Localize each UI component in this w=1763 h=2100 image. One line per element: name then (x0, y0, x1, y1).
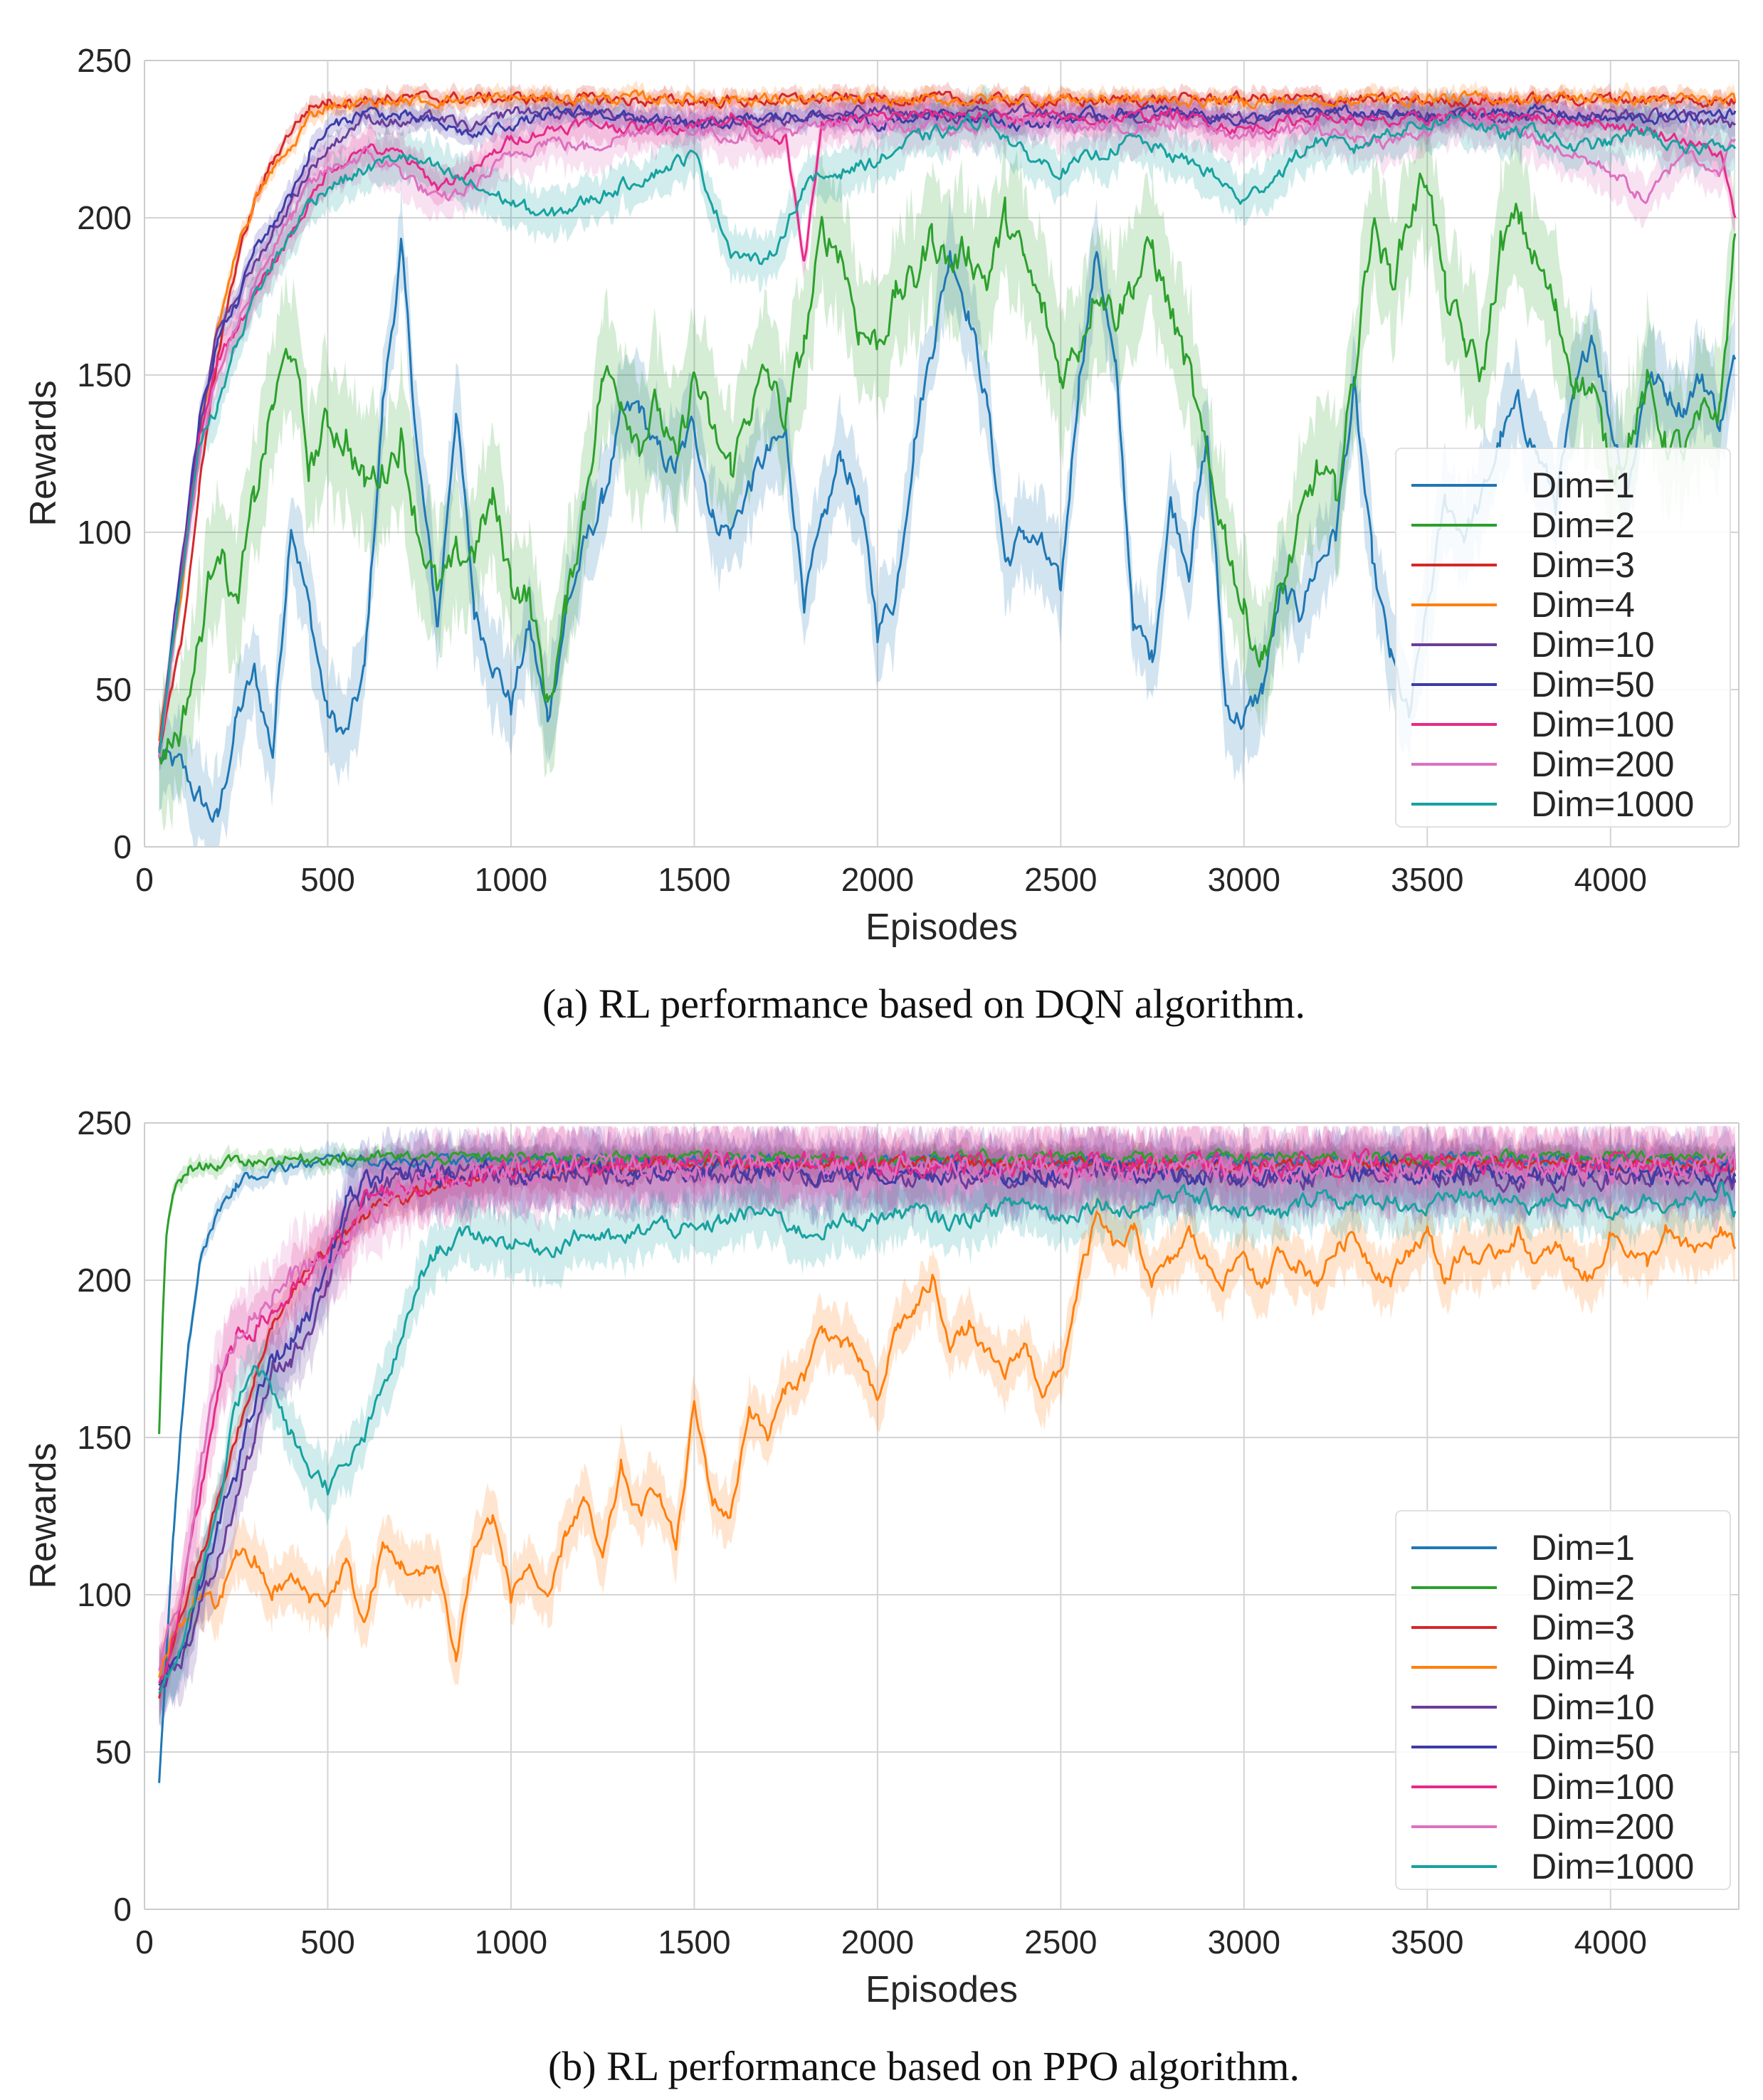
panel-a-line-dim-100 (158, 107, 1737, 751)
panel-a-ticks: 0 500 1000 1500 2000 2500 3000 3500 4000 0 50 100 15… (77, 42, 1647, 898)
panel-b-legend-label-dim-10: Dim=10 (1531, 1687, 1655, 1727)
panel-b-xtick-label-0: 0 (135, 1924, 154, 1961)
panel-a-band-dim-1 (159, 183, 1735, 847)
panel-a-legend-label-dim-200: Dim=200 (1531, 744, 1675, 784)
panel-a-xtick-label-3: 1500 (658, 861, 730, 898)
panel-b-band-dim-10 (159, 1126, 1735, 1731)
panel-a-xlabel: Episodes (865, 907, 1018, 948)
panel-a-ytick-label-5: 250 (77, 42, 132, 79)
panel-a-line-dim-4 (158, 89, 1737, 742)
panel-a-xtick-label-7: 3500 (1391, 861, 1463, 898)
panel-b-ytick-label-3: 150 (77, 1419, 132, 1456)
panel-b-line-dim-50 (158, 1154, 1737, 1687)
panel-a-legend-label-dim-10: Dim=10 (1531, 625, 1655, 665)
panel-b-legend-label-dim-4: Dim=4 (1531, 1647, 1635, 1687)
panel-a-ytick-label-4: 200 (77, 199, 132, 236)
panel-b-xtick-label-1: 500 (300, 1924, 355, 1961)
panel-b-ytick-label-0: 0 (113, 1891, 132, 1928)
panel-b-ticks: 0 500 1000 1500 2000 2500 3000 3500 4000 0 50 100 15… (77, 1104, 1647, 1961)
panel-a-xtick-label-0: 0 (135, 861, 154, 898)
panel-b-xlabel: Episodes (865, 1969, 1018, 2010)
panel-a-ytick-label-3: 150 (77, 357, 132, 394)
panel-b-ylabel: Rewards (23, 1442, 64, 1588)
panel-b-xtick-label-8: 4000 (1574, 1924, 1647, 1961)
panel-a-legend-label-dim-1000: Dim=1000 (1531, 784, 1694, 824)
panel-b-band-dim-50 (159, 1126, 1735, 1727)
panel-a-line-dim-200 (158, 112, 1737, 758)
panel-b-line-dim-1000 (158, 1181, 1737, 1694)
panel-b-spines (144, 1122, 1740, 1910)
panel-a-band-dim-10 (159, 91, 1735, 766)
panel-a-ytick-label-1: 50 (95, 671, 132, 708)
panel-a-xtick-label-4: 2000 (841, 861, 914, 898)
panel-a-ytick-label-2: 100 (77, 514, 132, 551)
panel-b-legend-label-dim-50: Dim=50 (1531, 1727, 1655, 1767)
panel-a-legend-label-dim-50: Dim=50 (1531, 665, 1655, 705)
panel-a-legend-label-dim-3: Dim=3 (1531, 545, 1635, 585)
panel-b-band-dim-200 (159, 1126, 1735, 1717)
panel-a: 0 500 1000 1500 2000 2500 3000 3500 4000 0 50 100 15… (23, 42, 1740, 1027)
panel-a-line-dim-2 (158, 172, 1737, 765)
panel-a-band-dim-2 (159, 104, 1735, 832)
panel-b-ytick-label-4: 200 (77, 1262, 132, 1299)
panel-a-lines (158, 89, 1737, 823)
panel-b-line-dim-200 (158, 1147, 1737, 1671)
panel-b-line-dim-4 (158, 1210, 1737, 1678)
panel-a-xtick-label-8: 4000 (1574, 861, 1647, 898)
panel-b-caption: (b) RL performance based on PPO algorith… (548, 2043, 1300, 2089)
panel-a-legend-box (1395, 448, 1731, 828)
panel-a-ytick-label-0: 0 (113, 828, 132, 865)
panel-a-band-dim-1000 (159, 84, 1735, 771)
panel-a-xtick-label-5: 2500 (1024, 861, 1097, 898)
panel-b-legend-label-dim-100: Dim=100 (1531, 1767, 1675, 1807)
panel-b-ytick-label-2: 100 (77, 1576, 132, 1613)
panel-a-caption: (a) RL performance based on DQN algorith… (542, 981, 1305, 1027)
panel-b-band-dim-4 (159, 1176, 1735, 1704)
panel-b-ytick-label-1: 50 (95, 1734, 132, 1771)
panel-b-lines (158, 1147, 1737, 1783)
panel-b-xtick-label-6: 3000 (1208, 1924, 1280, 1961)
panel-b: 0 500 1000 1500 2000 2500 3000 3500 4000 0 50 100 15… (23, 1104, 1740, 2089)
panel-b-legend-label-dim-200: Dim=200 (1531, 1807, 1675, 1847)
panel-b-legend: Dim=1Dim=2Dim=3Dim=4Dim=10Dim=50Dim=100D… (1395, 1510, 1731, 1890)
panel-b-legend-label-dim-1: Dim=1 (1531, 1528, 1635, 1568)
panel-b-xtick-label-2: 1000 (475, 1924, 547, 1961)
panel-a-legend-label-dim-4: Dim=4 (1531, 585, 1635, 625)
panel-a-line-dim-1000 (158, 112, 1737, 754)
panel-a-legend: Dim=1Dim=2Dim=3Dim=4Dim=10Dim=50Dim=100D… (1395, 448, 1731, 828)
panel-b-legend-label-dim-3: Dim=3 (1531, 1608, 1635, 1647)
panel-b-legend-label-dim-1000: Dim=1000 (1531, 1847, 1694, 1887)
panel-a-legend-label-dim-100: Dim=100 (1531, 705, 1675, 744)
panel-a-spines (144, 60, 1740, 848)
panel-b-xtick-label-5: 2500 (1024, 1924, 1097, 1961)
panel-b-xtick-label-7: 3500 (1391, 1924, 1463, 1961)
panel-a-line-dim-3 (158, 90, 1737, 749)
panel-b-ytick-label-5: 250 (77, 1104, 132, 1141)
panel-b-legend-box (1395, 1510, 1731, 1890)
panel-a-ylabel: Rewards (23, 380, 64, 526)
panel-a-legend-label-dim-2: Dim=2 (1531, 505, 1635, 545)
panel-b-xtick-label-3: 1500 (658, 1924, 730, 1961)
panel-b-xtick-label-4: 2000 (841, 1924, 914, 1961)
panel-a-xtick-label-6: 3000 (1208, 861, 1280, 898)
panel-b-legend-label-dim-2: Dim=2 (1531, 1568, 1635, 1608)
panel-a-xtick-label-1: 500 (300, 861, 355, 898)
panel-a-xtick-label-2: 1000 (475, 861, 547, 898)
panel-a-legend-label-dim-1: Dim=1 (1531, 465, 1635, 505)
